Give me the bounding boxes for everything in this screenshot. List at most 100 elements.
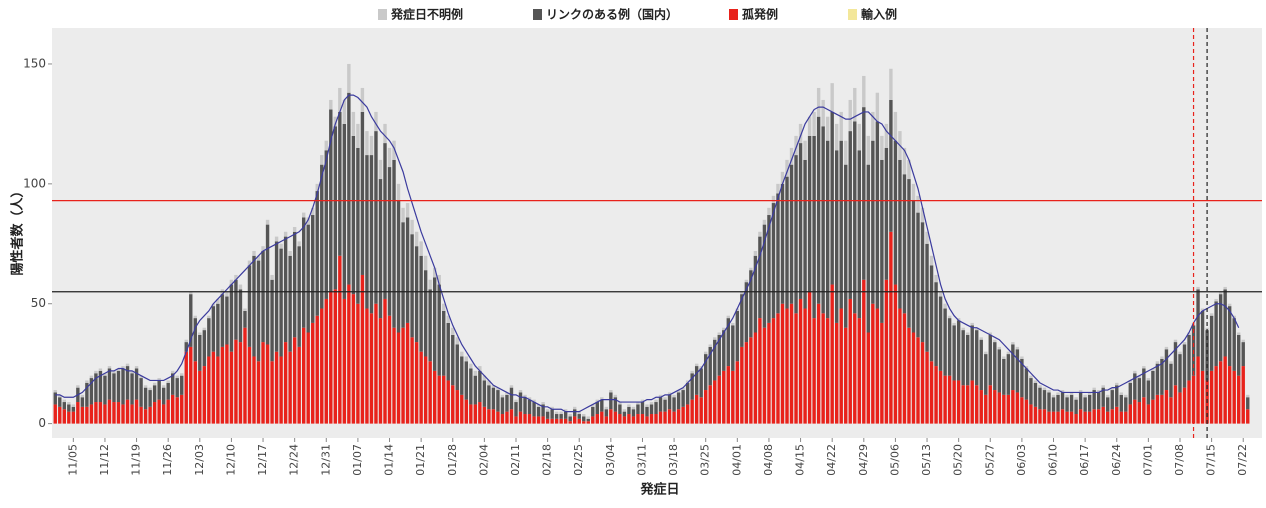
- bar-segment: [198, 332, 202, 335]
- bar-segment: [297, 246, 301, 347]
- bar-segment: [708, 346, 712, 386]
- bar-segment: [311, 215, 315, 323]
- bar-segment: [76, 402, 80, 424]
- bar-segment: [965, 334, 970, 386]
- bar-segment: [735, 310, 740, 362]
- bar-segment: [947, 318, 952, 376]
- bar-segment: [301, 217, 306, 328]
- bar-segment: [134, 399, 139, 424]
- bar-segment: [378, 159, 383, 180]
- bar-segment: [550, 409, 554, 419]
- bar-segment: [771, 318, 776, 424]
- bar-segment: [1146, 404, 1151, 424]
- bar-segment: [636, 402, 640, 405]
- bar-segment: [1164, 346, 1169, 350]
- bar-segment: [961, 330, 965, 386]
- bar-segment: [523, 414, 527, 424]
- bar-segment: [713, 339, 717, 381]
- bar-segment: [1237, 375, 1241, 424]
- bar-segment: [1110, 387, 1114, 391]
- bar-segment: [315, 315, 319, 424]
- bar-segment: [645, 416, 649, 424]
- bar-segment: [947, 375, 952, 424]
- bar-segment: [704, 354, 708, 391]
- bar-segment: [821, 126, 825, 314]
- bar-segment: [920, 207, 925, 223]
- bar-segment: [591, 406, 595, 417]
- bar-segment: [708, 385, 712, 424]
- bar-segment: [984, 351, 988, 355]
- bar-segment: [568, 421, 572, 424]
- bar-segment: [1241, 339, 1245, 343]
- bar-segment: [297, 346, 301, 424]
- bar-segment: [1002, 358, 1006, 395]
- bar-segment: [523, 394, 527, 398]
- bar-segment: [229, 284, 234, 352]
- bar-segment: [202, 327, 207, 331]
- bar-segment: [880, 159, 884, 323]
- bar-segment: [369, 135, 374, 156]
- bar-segment: [1187, 380, 1191, 424]
- bar-segment: [1092, 390, 1096, 410]
- bar-segment: [518, 392, 523, 412]
- bar-segment: [455, 344, 459, 391]
- bar-segment: [1223, 286, 1227, 290]
- bar-segment: [663, 399, 667, 412]
- x-tick-label: 12/03: [193, 444, 206, 476]
- bar-segment: [374, 131, 378, 304]
- bar-segment: [690, 373, 694, 400]
- bar-segment: [270, 279, 274, 362]
- bar-segment: [853, 121, 857, 314]
- bar-segment: [428, 361, 432, 424]
- bar-segment: [1137, 402, 1142, 424]
- bar-segment: [1011, 344, 1015, 391]
- bar-segment: [934, 274, 938, 283]
- bar-segment: [993, 342, 997, 391]
- bar-segment: [618, 414, 622, 424]
- legend-swatch: [378, 9, 387, 20]
- bar-segment: [1182, 387, 1187, 424]
- bar-segment: [1087, 392, 1092, 395]
- bar-segment: [175, 375, 179, 379]
- bar-segment: [1205, 327, 1209, 331]
- bar-segment: [947, 315, 952, 319]
- bar-segment: [731, 325, 735, 371]
- bar-segment: [984, 394, 988, 424]
- bar-segment: [301, 212, 306, 218]
- bar-segment: [1051, 411, 1056, 424]
- bar-segment: [853, 87, 857, 122]
- bar-segment: [965, 332, 970, 335]
- bar-segment: [161, 385, 166, 388]
- bar-segment: [1128, 382, 1133, 405]
- bar-segment: [997, 349, 1002, 393]
- bar-segment: [821, 99, 825, 127]
- bar-segment: [1223, 356, 1227, 424]
- bar-segment: [125, 399, 130, 424]
- bar-segment: [785, 308, 789, 424]
- bar-segment: [717, 332, 721, 335]
- bar-segment: [825, 140, 830, 319]
- bar-segment: [979, 337, 983, 340]
- bar-segment: [988, 332, 992, 335]
- bar-segment: [563, 411, 568, 419]
- bar-segment: [627, 406, 631, 415]
- bar-segment: [473, 375, 478, 405]
- bar-segment: [744, 282, 749, 343]
- bar-segment: [595, 399, 599, 403]
- bar-segment: [699, 368, 703, 398]
- bar-segment: [749, 267, 753, 271]
- x-tick-label: 05/20: [952, 444, 965, 476]
- bar-segment: [143, 409, 148, 424]
- bar-segment: [311, 322, 315, 424]
- bar-segment: [1069, 394, 1074, 412]
- bar-segment: [423, 356, 428, 424]
- bar-segment: [880, 135, 884, 160]
- bar-segment: [89, 375, 94, 379]
- bar-segment: [207, 356, 211, 424]
- bar-segment: [1237, 334, 1241, 376]
- bar-segment: [320, 164, 324, 309]
- bar-segment: [270, 361, 274, 424]
- x-tick-label: 01/21: [414, 444, 427, 476]
- bar-segment: [365, 155, 369, 309]
- bar-segment: [816, 87, 821, 117]
